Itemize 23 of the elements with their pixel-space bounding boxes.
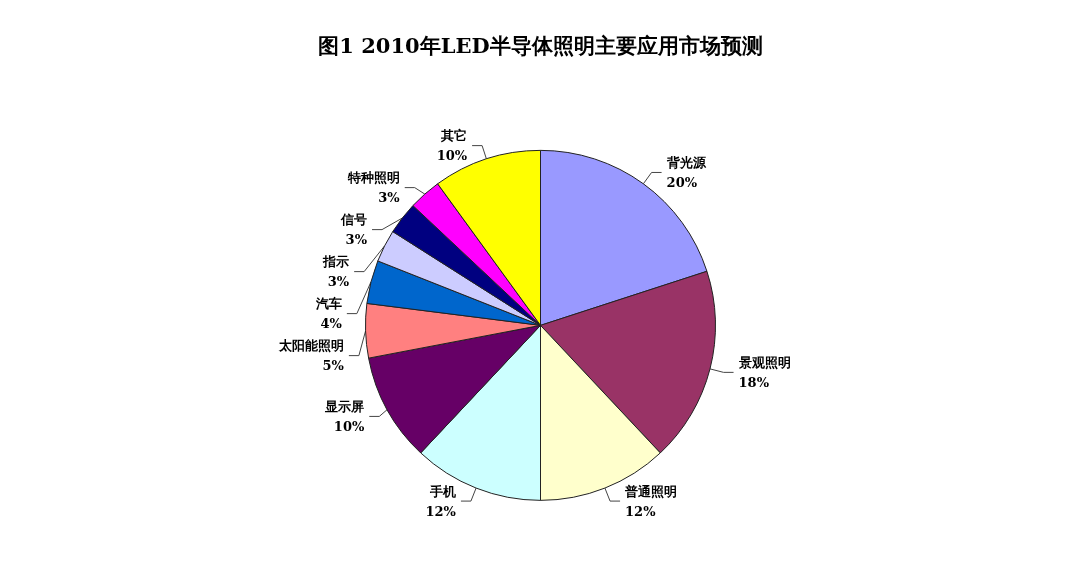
data-label: 12%	[625, 503, 657, 519]
slice-label: 景观照明	[737, 354, 791, 370]
data-label: 3%	[345, 232, 368, 248]
slice-label: 汽车	[314, 296, 342, 312]
slice-label: 太阳能照明	[277, 338, 344, 354]
slice-label: 手机	[428, 483, 456, 499]
data-label: 5%	[322, 358, 345, 374]
data-label: 3%	[327, 274, 350, 290]
data-label: 12%	[425, 503, 457, 519]
data-label: 3%	[378, 190, 401, 206]
slice-label: 背光源	[665, 154, 707, 170]
slice-label: 普通照明	[624, 483, 678, 499]
slice-label: 显示屏	[324, 398, 365, 414]
slice-label: 指示	[322, 254, 350, 270]
chart-title: 图1 2010年LED半导体照明主要应用市场预测	[318, 33, 763, 58]
slice-label: 其它	[440, 128, 468, 144]
data-label: 4%	[320, 316, 343, 332]
data-label: 20%	[666, 174, 698, 190]
data-label: 10%	[333, 418, 365, 434]
data-label: 18%	[738, 374, 770, 390]
data-label: 10%	[436, 148, 468, 164]
slice-label: 信号	[340, 212, 368, 228]
slice-label: 特种照明	[346, 170, 400, 186]
